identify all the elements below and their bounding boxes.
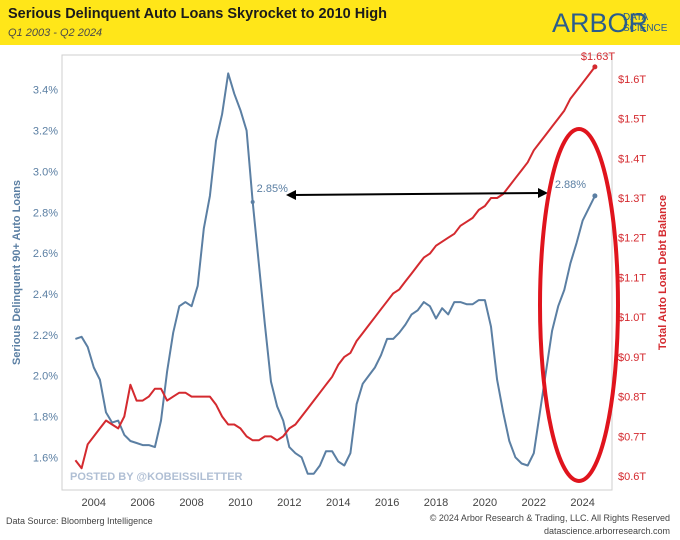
chart-header: Serious Delinquent Auto Loans Skyrocket … <box>0 0 680 45</box>
chart-subtitle: Q1 2003 - Q2 2024 <box>8 27 103 39</box>
left-tick-label: 2.8% <box>33 207 58 219</box>
logo-word: ARBOR <box>552 8 649 38</box>
x-tick-label: 2004 <box>82 497 106 507</box>
left-tick-label: 3.4% <box>33 85 58 97</box>
left-tick-label: 2.6% <box>33 248 58 260</box>
right-tick-label: $1.2T <box>618 233 646 245</box>
watermark: POSTED BY @KOBEISSILETTER <box>70 471 243 483</box>
x-tick-label: 2014 <box>326 497 350 507</box>
comparison-arrow-shaft <box>291 192 543 196</box>
right-tick-label: $0.7T <box>618 431 646 443</box>
left-tick-label: 1.6% <box>33 452 58 464</box>
label-2024-value: 2.88% <box>555 179 586 191</box>
debt-line <box>74 66 596 470</box>
left-tick-label: 3.2% <box>33 126 58 138</box>
x-tick-label: 2012 <box>277 497 301 507</box>
website: datascience.arborresearch.com <box>543 526 670 536</box>
left-tick-label: 2.2% <box>33 330 58 342</box>
copyright-block: © 2024 Arbor Research & Trading, LLC. Al… <box>430 512 670 538</box>
right-tick-label: $1.0T <box>618 312 646 324</box>
right-tick-label: $0.9T <box>618 352 646 364</box>
right-tick-label: $0.6T <box>618 471 646 483</box>
x-tick-label: 2008 <box>179 497 203 507</box>
x-tick-label: 2016 <box>375 497 399 507</box>
delinquency-line <box>75 72 596 475</box>
x-tick-label: 2010 <box>228 497 252 507</box>
x-tick-label: 2018 <box>424 497 448 507</box>
x-tick-label: 2024 <box>570 497 594 507</box>
plot-frame <box>61 54 613 491</box>
delinquency-end-point <box>592 193 598 199</box>
delinquency-2010-point <box>250 200 255 205</box>
right-tick-label: $1.3T <box>618 193 646 205</box>
right-tick-label: $1.6T <box>618 74 646 86</box>
chart-title: Serious Delinquent Auto Loans Skyrocket … <box>8 6 387 22</box>
highlight-ellipse <box>538 127 620 483</box>
left-tick-label: 1.8% <box>33 411 58 423</box>
logo-sub-bottom: SCIENCE <box>623 23 668 34</box>
label-debt-end-value: $1.63T <box>581 51 616 63</box>
comparison-arrow-head-left <box>286 190 296 200</box>
left-axis-title: Serious Delinquent 90+ Auto Loans <box>11 180 23 365</box>
left-tick-label: 2.4% <box>33 289 58 301</box>
comparison-arrow-head-right <box>538 188 548 198</box>
data-source: Data Source: Bloomberg Intelligence <box>6 516 153 526</box>
logo-sub-top: DATA <box>623 12 649 23</box>
left-tick-label: 2.0% <box>33 371 58 383</box>
x-tick-label: 2006 <box>130 497 154 507</box>
x-tick-label: 2022 <box>522 497 546 507</box>
chart-area: 1.6% 1.8% 2.0% 2.2% 2.4% 2.6% 2.8% 3.0% 3.2% 3.4%… <box>11 51 669 507</box>
right-tick-label: $0.8T <box>618 392 646 404</box>
arbor-logo: ARBOR DATA SCIENCE <box>550 6 678 40</box>
debt-end-point <box>592 64 598 70</box>
right-tick-label: $1.5T <box>618 114 646 126</box>
left-tick-label: 3.0% <box>33 166 58 178</box>
right-axis-title: Total Auto Loan Debt Balance <box>657 195 669 350</box>
copyright: © 2024 Arbor Research & Trading, LLC. Al… <box>429 513 670 523</box>
right-tick-label: $1.4T <box>618 153 646 165</box>
x-tick-label: 2020 <box>473 497 497 507</box>
label-2010-value: 2.85% <box>257 183 288 195</box>
right-tick-label: $1.1T <box>618 272 646 284</box>
